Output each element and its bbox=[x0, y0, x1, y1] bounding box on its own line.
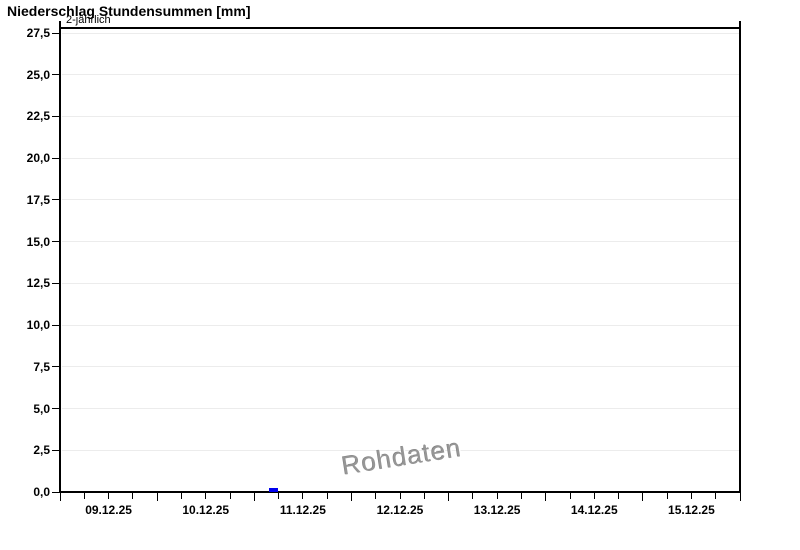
y-tick-label: 15,0 bbox=[26, 234, 50, 249]
y-gridline bbox=[62, 199, 739, 201]
y-axis-tick bbox=[52, 366, 60, 368]
x-axis-major-tick bbox=[253, 493, 255, 501]
y-tick-label: 7,5 bbox=[33, 359, 50, 374]
y-axis-tick bbox=[52, 282, 60, 284]
x-tick-label: 12.12.25 bbox=[376, 503, 424, 517]
x-tick-label: 11.12.25 bbox=[279, 503, 326, 517]
y-axis-tick bbox=[52, 157, 60, 159]
x-axis-minor-tick bbox=[326, 493, 328, 499]
y-axis-tick bbox=[52, 324, 60, 326]
x-axis-minor-tick bbox=[690, 493, 692, 499]
x-tick-label: 14.12.25 bbox=[570, 503, 618, 517]
y-tick-label: 17,5 bbox=[26, 192, 50, 207]
x-axis-minor-tick bbox=[423, 493, 425, 499]
x-axis-major-tick bbox=[642, 493, 644, 501]
y-gridline bbox=[62, 366, 739, 368]
y-tick-label: 10,0 bbox=[26, 318, 50, 333]
y-gridline bbox=[62, 241, 739, 243]
y-tick-label: 12,5 bbox=[26, 276, 50, 291]
y-gridline bbox=[62, 32, 739, 34]
x-axis-minor-tick bbox=[278, 493, 280, 499]
y-tick-label: 2,5 bbox=[33, 443, 50, 458]
y-axis-tick bbox=[52, 241, 60, 243]
x-tick-label: 09.12.25 bbox=[85, 503, 132, 517]
y-axis-tick bbox=[52, 408, 60, 410]
x-axis-major-tick bbox=[448, 493, 450, 501]
x-tick-label: 10.12.25 bbox=[182, 503, 230, 517]
right-border-line bbox=[739, 21, 741, 493]
x-axis-minor-tick bbox=[496, 493, 498, 499]
x-axis-minor-tick bbox=[229, 493, 231, 499]
y-gridline bbox=[62, 449, 739, 451]
x-axis-minor-tick bbox=[472, 493, 474, 499]
y-tick-label: 5,0 bbox=[33, 401, 50, 416]
x-axis-minor-tick bbox=[108, 493, 110, 499]
y-gridline bbox=[62, 282, 739, 284]
x-axis-minor-tick bbox=[593, 493, 595, 499]
y-gridline bbox=[62, 408, 739, 410]
precipitation-bar bbox=[268, 487, 278, 492]
threshold-label: 2-jährlich bbox=[66, 14, 111, 26]
x-tick-label: 15.12.25 bbox=[668, 503, 715, 517]
x-axis-line bbox=[59, 491, 741, 493]
y-axis-tick bbox=[52, 32, 60, 34]
x-tick-label: 13.12.25 bbox=[473, 503, 521, 517]
y-tick-label: 27,5 bbox=[26, 26, 50, 40]
x-axis-minor-tick bbox=[132, 493, 134, 499]
x-axis-major-tick bbox=[156, 493, 158, 501]
y-tick-label: 0,0 bbox=[33, 485, 50, 499]
x-axis-minor-tick bbox=[618, 493, 620, 499]
y-axis-line bbox=[59, 21, 61, 493]
y-gridline bbox=[62, 115, 739, 117]
x-axis-major-tick bbox=[739, 493, 741, 501]
x-axis-minor-tick bbox=[666, 493, 668, 499]
threshold-line bbox=[60, 27, 740, 29]
chart-title: Niederschlag Stundensummen [mm] bbox=[7, 3, 251, 19]
x-axis-major-tick bbox=[545, 493, 547, 501]
y-tick-label: 25,0 bbox=[26, 67, 50, 82]
x-axis-minor-tick bbox=[569, 493, 571, 499]
x-axis-major-tick bbox=[59, 493, 61, 501]
y-axis-tick bbox=[52, 449, 60, 451]
y-gridline bbox=[62, 74, 739, 76]
x-axis-minor-tick bbox=[83, 493, 85, 499]
x-axis-minor-tick bbox=[375, 493, 377, 499]
y-gridline bbox=[62, 324, 739, 326]
x-axis-minor-tick bbox=[205, 493, 207, 499]
y-axis-tick bbox=[52, 491, 60, 493]
x-axis-minor-tick bbox=[715, 493, 717, 499]
x-axis-major-tick bbox=[350, 493, 352, 501]
y-tick-label: 22,5 bbox=[26, 109, 50, 124]
x-axis-minor-tick bbox=[302, 493, 304, 499]
x-axis-minor-tick bbox=[520, 493, 522, 499]
y-axis-tick bbox=[52, 74, 60, 76]
y-axis-tick bbox=[52, 115, 60, 117]
y-gridline bbox=[62, 157, 739, 159]
y-axis-tick bbox=[52, 199, 60, 201]
x-axis-minor-tick bbox=[399, 493, 401, 499]
watermark: Rohdaten bbox=[339, 432, 464, 481]
x-axis-minor-tick bbox=[180, 493, 182, 499]
y-tick-label: 20,0 bbox=[26, 151, 50, 166]
